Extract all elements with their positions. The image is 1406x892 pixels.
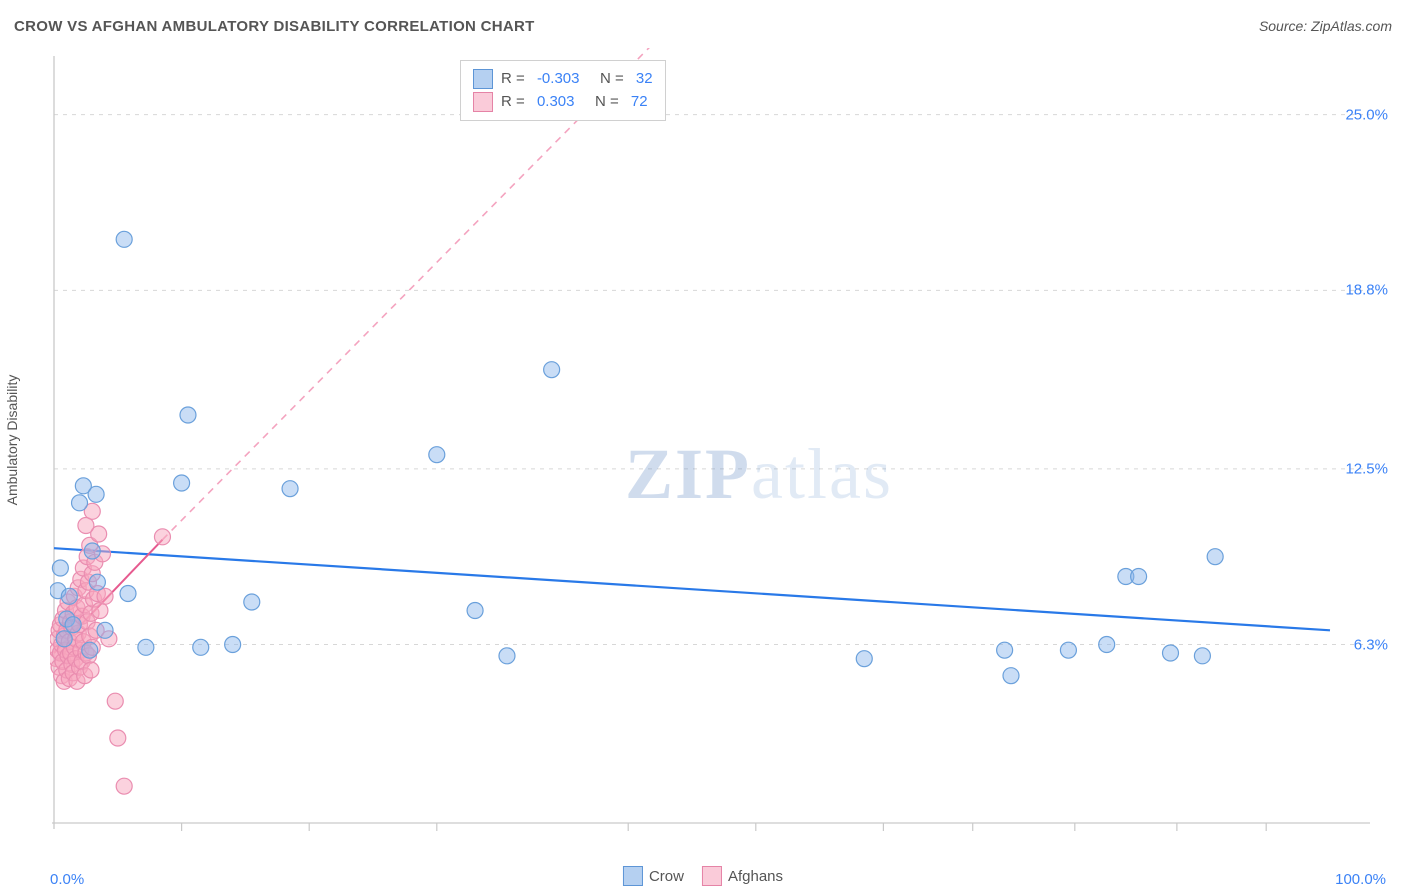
y-tick-label: 12.5%	[1345, 460, 1388, 477]
crow-point	[467, 603, 483, 619]
afghans-point	[107, 693, 123, 709]
crow-point	[997, 642, 1013, 658]
crow-point	[72, 495, 88, 511]
legend-swatch	[473, 69, 493, 89]
crow-point	[52, 560, 68, 576]
crow-point	[193, 639, 209, 655]
crow-point	[120, 586, 136, 602]
crow-point	[65, 617, 81, 633]
y-axis-label: Ambulatory Disability	[4, 375, 20, 506]
crow-point	[56, 631, 72, 647]
y-tick-label: 6.3%	[1354, 636, 1388, 653]
crow-point	[97, 622, 113, 638]
legend-r-label: R =	[501, 90, 529, 113]
legend-label: Crow	[649, 868, 684, 885]
afghans-point	[78, 518, 94, 534]
afghans-point	[97, 588, 113, 604]
crow-point	[429, 447, 445, 463]
y-tick-label: 25.0%	[1345, 106, 1388, 123]
legend-item: Crow	[623, 866, 684, 886]
afghans-point	[110, 730, 126, 746]
crow-point	[84, 543, 100, 559]
chart-svg	[50, 48, 1380, 843]
legend-r-value: -0.303	[537, 67, 580, 90]
legend-swatch	[702, 866, 722, 886]
legend-row: R = 0.303 N = 72	[473, 90, 653, 113]
crow-point	[1099, 637, 1115, 653]
legend-item: Afghans	[702, 866, 783, 886]
crow-point	[138, 639, 154, 655]
legend-r-value: 0.303	[537, 90, 575, 113]
x-axis-max-label: 100.0%	[1335, 871, 1386, 888]
crow-point	[499, 648, 515, 664]
legend-n-value: 32	[636, 67, 653, 90]
afghans-point	[116, 778, 132, 794]
crow-point	[1003, 668, 1019, 684]
crow-point	[856, 651, 872, 667]
afghans-point	[154, 529, 170, 545]
crow-point	[1163, 645, 1179, 661]
crow-point	[61, 588, 77, 604]
legend-r-label: R =	[501, 67, 529, 90]
legend-series: Crow Afghans	[623, 866, 783, 886]
legend-row: R = -0.303 N = 32	[473, 67, 653, 90]
legend-swatch	[473, 92, 493, 112]
chart-title: CROW VS AFGHAN AMBULATORY DISABILITY COR…	[14, 18, 535, 35]
legend-correlation: R = -0.303 N = 32R = 0.303 N = 72	[460, 60, 666, 121]
crow-point	[1131, 569, 1147, 585]
crow-point	[1194, 648, 1210, 664]
afghans-point	[83, 662, 99, 678]
plot-area: ZIPatlas	[50, 48, 1380, 843]
crow-point	[89, 574, 105, 590]
crow-point	[180, 407, 196, 423]
chart-source: Source: ZipAtlas.com	[1259, 18, 1392, 34]
legend-n-label: N =	[587, 67, 627, 90]
crow-point	[544, 362, 560, 378]
crow-point	[88, 486, 104, 502]
crow-point	[174, 475, 190, 491]
crow-point	[244, 594, 260, 610]
crow-point	[1207, 549, 1223, 565]
legend-swatch	[623, 866, 643, 886]
crow-point	[116, 231, 132, 247]
legend-n-label: N =	[582, 90, 622, 113]
crow-point	[282, 481, 298, 497]
crow-point	[225, 637, 241, 653]
crow-point	[82, 642, 98, 658]
y-tick-label: 18.8%	[1345, 282, 1388, 299]
legend-n-value: 72	[631, 90, 648, 113]
x-axis-min-label: 0.0%	[50, 871, 84, 888]
legend-label: Afghans	[728, 868, 783, 885]
crow-point	[1060, 642, 1076, 658]
